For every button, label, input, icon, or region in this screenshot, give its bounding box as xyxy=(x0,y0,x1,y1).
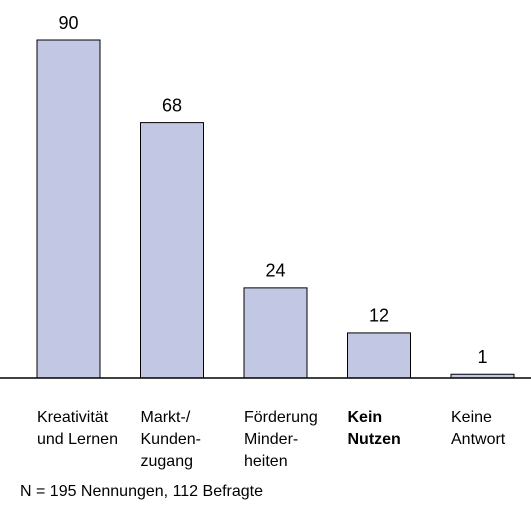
bar xyxy=(347,332,411,379)
x-tick-label: Minder- xyxy=(244,431,298,448)
x-tick-label: heiten xyxy=(244,453,288,470)
x-tick-label: Kreativität xyxy=(37,409,109,426)
chart-note: N = 195 Nennungen, 112 Befragte xyxy=(20,483,263,500)
value-label: 90 xyxy=(58,13,78,33)
x-tick-label: Nutzen xyxy=(348,431,401,448)
x-tick-label: Markt-/ xyxy=(141,409,191,426)
x-tick-label: Keine xyxy=(451,409,492,426)
value-label: 24 xyxy=(265,261,285,281)
x-tick-label: Antwort xyxy=(451,431,506,448)
bar xyxy=(140,122,204,379)
bar xyxy=(243,287,308,379)
x-tick-label: Förderung xyxy=(244,409,318,426)
value-label: 1 xyxy=(477,347,487,367)
x-tick-label: Kein xyxy=(348,409,383,426)
x-tick-label: und Lernen xyxy=(37,431,118,448)
value-label: 12 xyxy=(369,306,389,326)
value-label: 68 xyxy=(162,95,182,115)
bar xyxy=(36,39,101,379)
x-tick-label: zugang xyxy=(141,453,194,470)
x-tick-label: Kunden- xyxy=(141,431,202,448)
